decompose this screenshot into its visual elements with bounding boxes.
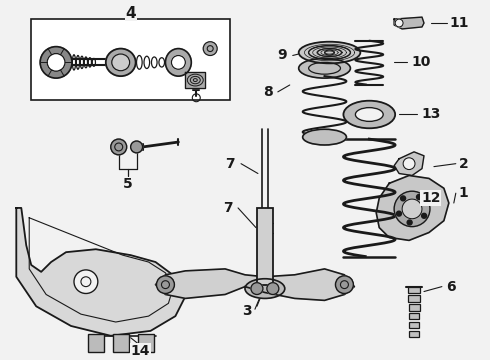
Circle shape — [402, 199, 422, 219]
Ellipse shape — [299, 42, 360, 63]
Text: 9: 9 — [277, 49, 287, 63]
Circle shape — [203, 42, 217, 55]
Text: 7: 7 — [223, 201, 233, 215]
Text: 3: 3 — [240, 307, 250, 321]
Circle shape — [40, 47, 72, 78]
Bar — [113, 334, 129, 351]
Polygon shape — [394, 17, 424, 29]
Circle shape — [156, 276, 174, 293]
Text: 2: 2 — [459, 157, 468, 171]
Circle shape — [336, 276, 353, 293]
Text: 14: 14 — [131, 343, 150, 357]
Ellipse shape — [166, 49, 191, 76]
Bar — [408, 287, 420, 293]
Text: 8: 8 — [263, 85, 273, 99]
Circle shape — [74, 270, 98, 293]
Polygon shape — [376, 175, 449, 240]
Bar — [257, 208, 273, 285]
Circle shape — [401, 196, 406, 201]
Text: 4: 4 — [125, 6, 136, 21]
Ellipse shape — [112, 54, 130, 71]
Circle shape — [251, 283, 263, 294]
Circle shape — [47, 54, 65, 71]
Circle shape — [416, 194, 421, 199]
Bar — [88, 334, 104, 351]
Polygon shape — [16, 208, 185, 336]
Ellipse shape — [245, 279, 285, 298]
Text: 12: 12 — [421, 191, 441, 205]
Text: 10: 10 — [411, 55, 431, 69]
Text: 7: 7 — [225, 157, 235, 171]
Circle shape — [403, 158, 415, 170]
Circle shape — [267, 283, 279, 294]
Ellipse shape — [299, 58, 350, 78]
Ellipse shape — [355, 108, 383, 121]
Bar — [409, 313, 419, 319]
Text: 11: 11 — [449, 16, 468, 30]
Ellipse shape — [172, 55, 185, 69]
Text: 1: 1 — [459, 186, 468, 200]
Bar — [409, 322, 419, 328]
Circle shape — [421, 213, 427, 218]
Ellipse shape — [106, 49, 136, 76]
Bar — [409, 331, 419, 337]
Bar — [409, 304, 419, 311]
Ellipse shape — [303, 129, 346, 145]
Text: 5: 5 — [123, 177, 132, 191]
Bar — [31, 19, 230, 100]
Bar — [408, 296, 420, 302]
Text: 3: 3 — [242, 304, 252, 318]
Circle shape — [111, 139, 127, 155]
Polygon shape — [394, 152, 424, 175]
Bar — [138, 334, 153, 351]
Ellipse shape — [343, 101, 395, 128]
Text: 13: 13 — [421, 108, 441, 121]
Circle shape — [394, 191, 430, 226]
Polygon shape — [155, 269, 354, 300]
Circle shape — [131, 141, 143, 153]
Circle shape — [396, 211, 401, 216]
Circle shape — [407, 220, 412, 225]
Circle shape — [395, 19, 403, 27]
Polygon shape — [185, 72, 205, 88]
Text: 6: 6 — [446, 280, 456, 294]
